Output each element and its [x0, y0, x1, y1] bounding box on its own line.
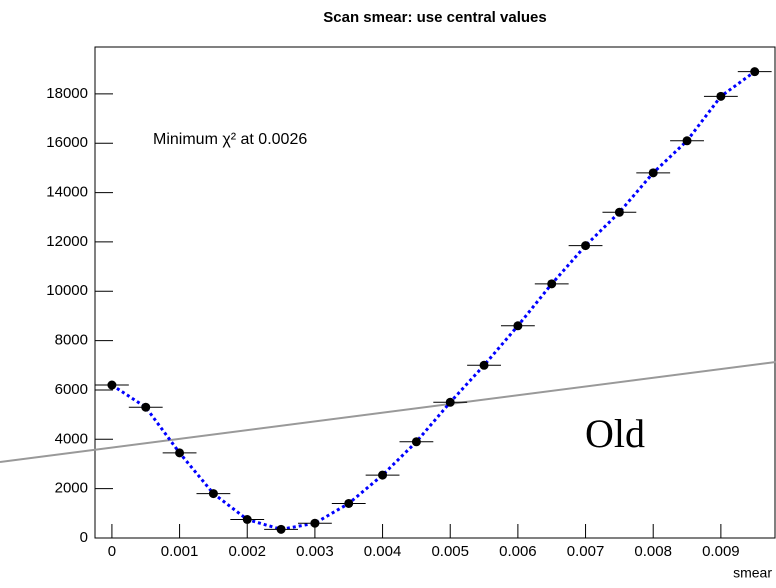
y-tick-label: 6000	[55, 381, 88, 398]
point	[411, 437, 421, 447]
point	[648, 168, 658, 178]
x-tick-label: 0.006	[499, 543, 537, 560]
y-tick-label: 0	[80, 529, 88, 546]
y-tick-label: 18000	[46, 85, 88, 102]
x-tick-label: 0.008	[634, 543, 672, 560]
overlay-label: Old	[585, 411, 645, 456]
curve	[111, 70, 756, 531]
point	[445, 397, 455, 407]
point	[242, 514, 252, 524]
point	[378, 470, 388, 480]
point	[682, 136, 692, 146]
point	[513, 321, 523, 331]
x-tick-label: 0.001	[161, 543, 199, 560]
point	[310, 518, 320, 528]
point	[750, 67, 760, 77]
plot-frame	[94, 46, 776, 539]
annotation: Minimum χ² at 0.0026	[153, 131, 307, 148]
x-tick-label: 0.003	[296, 543, 334, 560]
x-tick-label: 0	[108, 543, 116, 560]
point	[614, 207, 624, 217]
y-tick-label: 10000	[46, 282, 88, 299]
x-tick-label: 0.005	[431, 543, 469, 560]
x-tick-label: 0.009	[702, 543, 740, 560]
point	[107, 380, 117, 390]
point	[581, 241, 591, 251]
x-tick-label: 0.002	[228, 543, 266, 560]
y-tick-label: 12000	[46, 233, 88, 250]
y-tick-label: 14000	[46, 184, 88, 201]
x-axis-label: smear	[733, 565, 772, 581]
y-tick-label: 2000	[55, 480, 88, 497]
overlay-line	[0, 361, 776, 463]
point	[479, 360, 489, 370]
point	[141, 402, 151, 412]
y-tick-label: 8000	[55, 332, 88, 349]
y-tick-label: 4000	[55, 430, 88, 447]
point	[208, 489, 218, 499]
y-tick-label: 16000	[46, 134, 88, 151]
point	[344, 498, 354, 508]
point	[276, 524, 286, 534]
x-tick-label: 0.007	[567, 543, 605, 560]
point	[175, 448, 185, 458]
chart-title: Scan smear: use central values	[323, 9, 546, 26]
point	[547, 279, 557, 289]
x-tick-label: 0.004	[364, 543, 402, 560]
point	[716, 91, 726, 101]
